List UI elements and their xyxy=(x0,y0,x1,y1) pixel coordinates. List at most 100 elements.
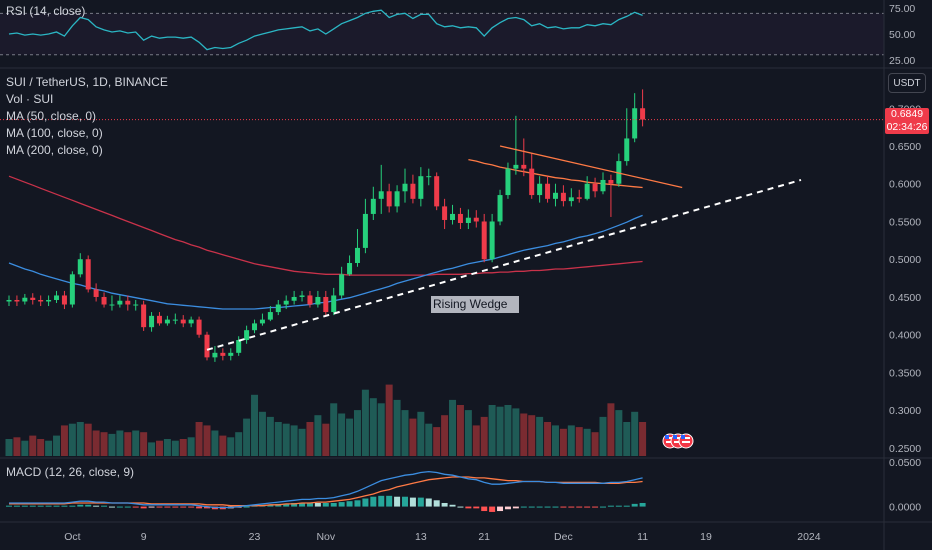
us-flag-canton xyxy=(665,435,669,439)
macd-histogram-bar xyxy=(370,496,377,507)
macd-histogram-bar xyxy=(291,502,298,507)
macd-histogram-bar xyxy=(433,500,440,507)
macd-pane[interactable]: 0.0500 0.0000 xyxy=(6,457,921,514)
volume-bar xyxy=(639,422,647,456)
us-flag-stripe xyxy=(674,437,682,439)
candle-body xyxy=(236,339,242,353)
candle-body xyxy=(457,213,463,223)
macd-plot xyxy=(6,470,646,512)
ma50-legend[interactable]: MA (50, close, 0) xyxy=(6,109,97,123)
candle-body xyxy=(46,299,52,302)
macd-histogram-bar xyxy=(346,501,353,507)
candle-body xyxy=(545,183,551,199)
volume-bar xyxy=(377,403,385,456)
volume-bar xyxy=(100,432,108,456)
us-flag-stripe xyxy=(666,441,674,443)
candle-body xyxy=(640,108,646,120)
candle-body xyxy=(323,296,329,313)
macd-histogram-bar xyxy=(156,506,163,508)
rsi-tick-label: 50.00 xyxy=(889,29,915,41)
symbol-title[interactable]: SUI / TetherUS, 1D, BINANCE xyxy=(6,75,168,89)
macd-histogram-bar xyxy=(132,506,139,508)
volume-bar xyxy=(409,418,417,456)
candle-body xyxy=(283,300,289,305)
macd-histogram-bar xyxy=(504,506,511,510)
volume-bar xyxy=(575,427,583,456)
rsi-pane[interactable]: 75.00 50.00 25.00 xyxy=(0,3,915,67)
volume-bar xyxy=(456,405,464,456)
volume-bar xyxy=(591,432,599,456)
volume-bar xyxy=(322,423,330,456)
macd-histogram-bar xyxy=(204,506,210,509)
macd-histogram-bar xyxy=(188,506,195,508)
volume-bar xyxy=(330,403,338,456)
ma100-legend[interactable]: MA (100, close, 0) xyxy=(6,126,103,140)
volume-bar xyxy=(401,410,409,456)
macd-tick-label: 0.0500 xyxy=(889,457,921,469)
volume-bar xyxy=(148,442,156,456)
macd-histogram-bar xyxy=(481,506,488,512)
candle-body xyxy=(315,296,321,305)
ma100-line xyxy=(468,158,643,189)
currency-button[interactable]: USDT xyxy=(888,73,926,93)
time-tick-label: Nov xyxy=(316,531,335,543)
main-legend[interactable]: SUI / TetherUS, 1D, BINANCE Vol · SUI MA… xyxy=(6,74,168,159)
volume-bar xyxy=(536,416,544,456)
volume-bar xyxy=(155,440,163,456)
macd-histogram-bar xyxy=(299,502,306,507)
events-icons[interactable] xyxy=(662,433,694,449)
drawings[interactable] xyxy=(0,119,884,351)
candle-body xyxy=(30,297,36,300)
volume-bar xyxy=(171,440,179,456)
ma200-legend[interactable]: MA (200, close, 0) xyxy=(6,143,103,157)
macd-legend[interactable]: MACD (12, 26, close, 9) xyxy=(6,464,134,481)
volume-bar xyxy=(37,439,45,456)
candle-body xyxy=(505,168,511,196)
candle-body xyxy=(434,176,440,207)
price-pane[interactable]: 0.70000.65000.60000.55000.50000.45000.40… xyxy=(0,89,921,456)
time-tick-label: 23 xyxy=(249,531,261,543)
rsi-legend[interactable]: RSI (14, close) xyxy=(6,3,85,20)
rsi-axis: 75.00 50.00 25.00 xyxy=(889,3,915,67)
candle-body xyxy=(228,352,234,356)
candle-body xyxy=(473,217,479,222)
volume-bar xyxy=(53,435,61,456)
volume-bar xyxy=(13,437,21,456)
macd-tick-label: 0.0000 xyxy=(889,502,921,514)
volume-bar xyxy=(227,437,235,456)
candle-body xyxy=(497,195,503,222)
macd-histogram-bar xyxy=(489,506,496,512)
candle-body xyxy=(537,183,543,196)
macd-histogram-bar xyxy=(148,506,155,508)
volume-legend[interactable]: Vol · SUI xyxy=(6,92,54,106)
candle-body xyxy=(6,299,12,302)
countdown: 02:34:26 xyxy=(886,121,928,133)
candle-body xyxy=(77,259,83,275)
volume-bar xyxy=(195,422,203,456)
rsi-plot xyxy=(0,9,884,56)
time-tick-label: 11 xyxy=(637,531,648,543)
candle-body xyxy=(156,315,162,324)
time-tick-label: 21 xyxy=(478,531,490,543)
candle-body xyxy=(552,192,558,199)
macd-histogram-bar xyxy=(394,496,401,507)
volume-bar xyxy=(425,423,433,456)
candle-body xyxy=(386,191,392,207)
volume-bar xyxy=(480,416,488,456)
price-tick-label: 0.5500 xyxy=(889,216,921,228)
volume-bar xyxy=(45,440,53,456)
candle-body xyxy=(347,263,353,275)
volume-bar xyxy=(544,422,552,456)
rising-wedge-label[interactable]: Rising Wedge xyxy=(431,296,519,313)
candle-body xyxy=(275,304,281,313)
macd-histogram-bar xyxy=(417,497,424,507)
volume-bar xyxy=(607,403,615,456)
time-axis[interactable]: Oct 9 23 Nov 13 21 Dec 11 19 2024 xyxy=(64,531,821,543)
macd-histogram-bar xyxy=(13,505,20,507)
candle-body xyxy=(521,164,527,169)
candle-body xyxy=(489,221,495,260)
macd-histogram-bar xyxy=(61,505,68,507)
volume-bar xyxy=(124,432,132,456)
volume-bar xyxy=(5,439,13,456)
